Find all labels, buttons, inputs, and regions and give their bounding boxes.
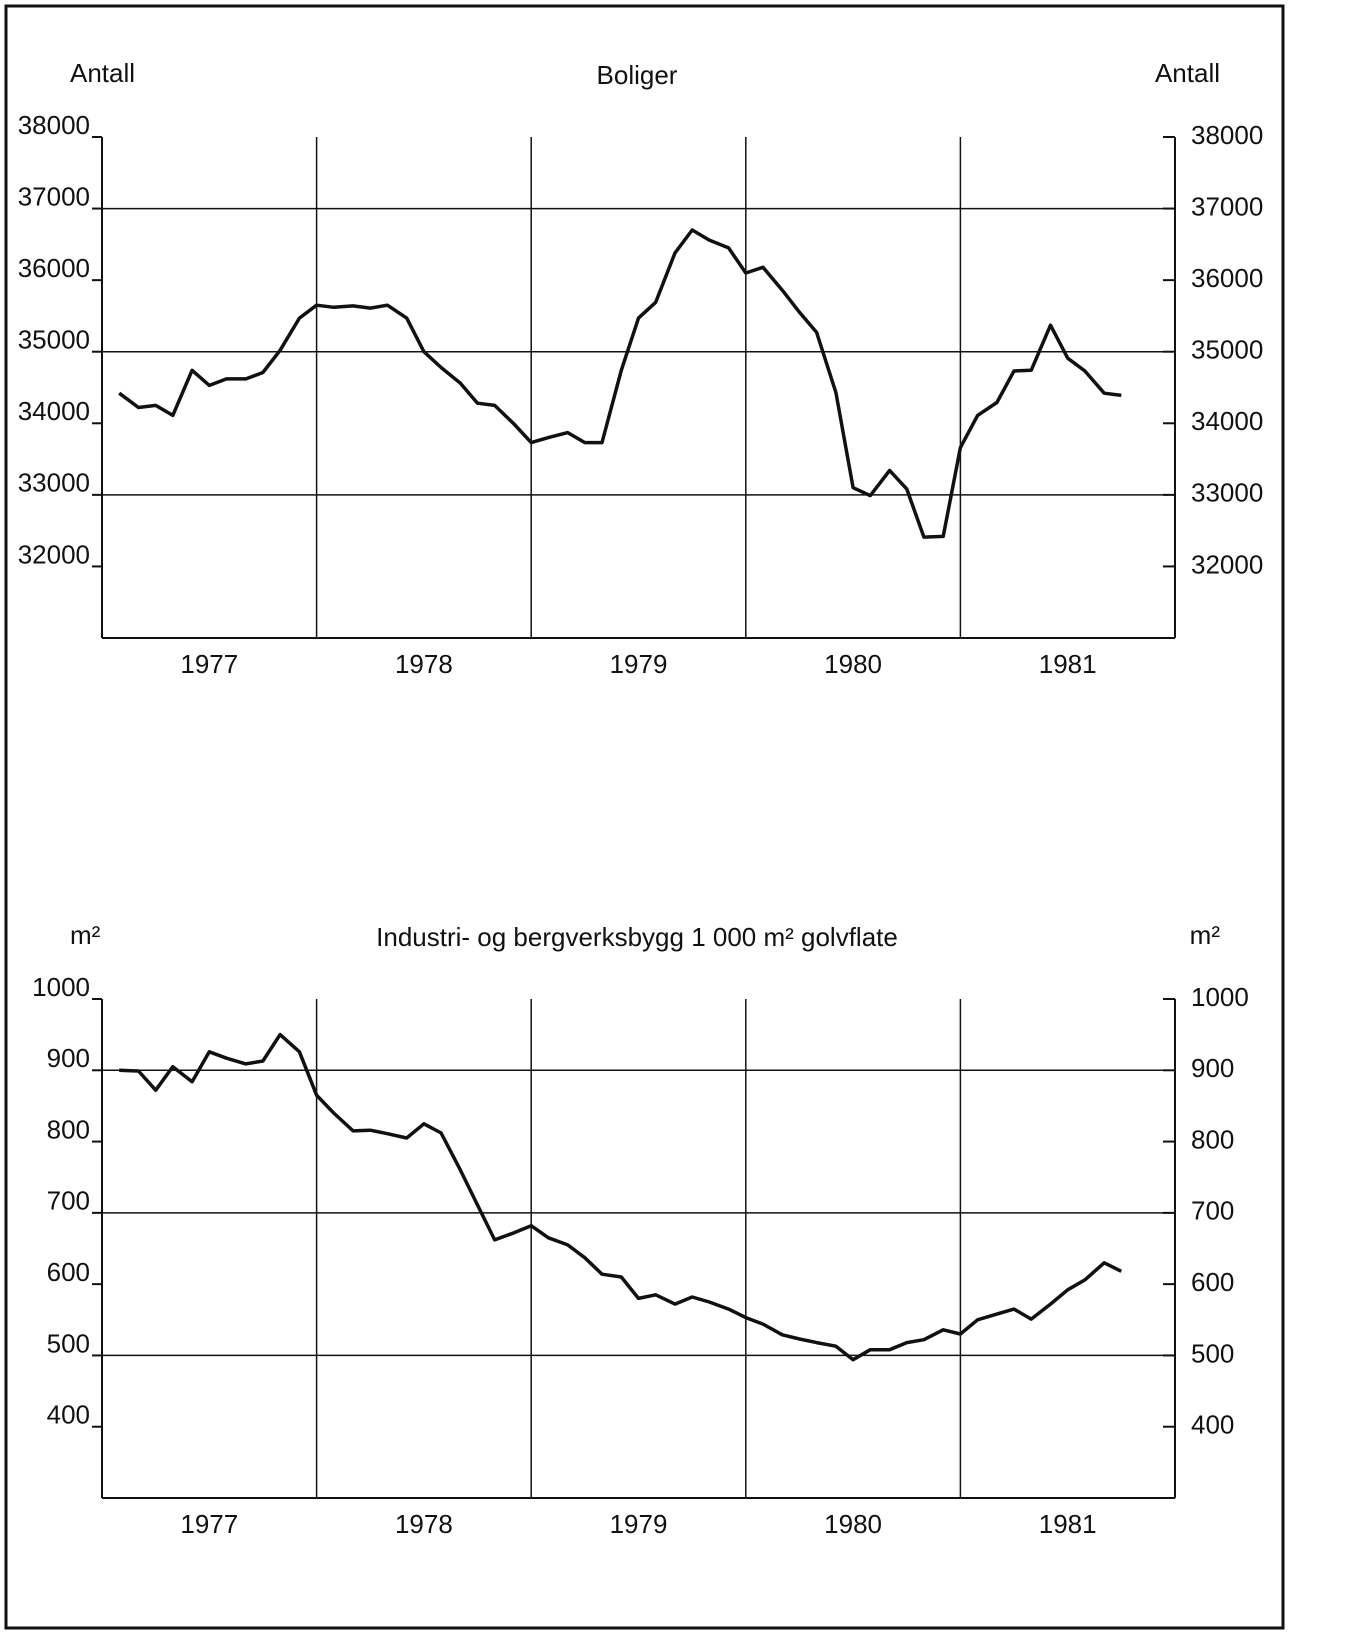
y2-tick-label: 36000 bbox=[1191, 263, 1263, 293]
y-tick-label: 900 bbox=[47, 1043, 90, 1073]
x-tick-label: 1979 bbox=[610, 1509, 668, 1539]
y-axis-label: m² bbox=[70, 920, 101, 950]
y2-tick-label: 33000 bbox=[1191, 478, 1263, 508]
y2-tick-label: 34000 bbox=[1191, 406, 1263, 436]
y-tick-label: 37000 bbox=[18, 181, 90, 211]
chart-title: Industri- og bergverksbygg 1 000 m² golv… bbox=[376, 922, 898, 952]
y-tick-label: 34000 bbox=[18, 396, 90, 426]
y2-tick-label: 800 bbox=[1191, 1124, 1234, 1154]
x-tick-label: 1981 bbox=[1039, 649, 1097, 679]
data-line bbox=[119, 1032, 1123, 1362]
y2-tick-label: 600 bbox=[1191, 1267, 1234, 1297]
y2-tick-label: 900 bbox=[1191, 1053, 1234, 1083]
y-tick-label: 38000 bbox=[18, 110, 90, 140]
y-tick-label: 600 bbox=[47, 1257, 90, 1287]
y2-tick-label: 32000 bbox=[1191, 549, 1263, 579]
page-border bbox=[4, 4, 1285, 1630]
y-tick-label: 33000 bbox=[18, 468, 90, 498]
y2-tick-label: 1000 bbox=[1191, 982, 1249, 1012]
y-tick-label: 1000 bbox=[32, 972, 90, 1002]
chart-title: Boliger bbox=[597, 60, 678, 90]
y2-axis-label: m² bbox=[1190, 920, 1221, 950]
x-tick-label: 1980 bbox=[824, 1509, 882, 1539]
y-tick-label: 32000 bbox=[18, 539, 90, 569]
y2-tick-label: 500 bbox=[1191, 1338, 1234, 1368]
y2-tick-label: 35000 bbox=[1191, 335, 1263, 365]
y-tick-label: 36000 bbox=[18, 253, 90, 283]
y2-tick-label: 400 bbox=[1191, 1410, 1234, 1440]
x-tick-label: 1977 bbox=[180, 1509, 238, 1539]
y2-tick-label: 700 bbox=[1191, 1196, 1234, 1226]
y-tick-label: 700 bbox=[47, 1186, 90, 1216]
y2-tick-label: 37000 bbox=[1191, 191, 1263, 221]
x-tick-label: 1980 bbox=[824, 649, 882, 679]
x-tick-label: 1981 bbox=[1039, 1509, 1097, 1539]
y-tick-label: 500 bbox=[47, 1328, 90, 1358]
x-tick-label: 1977 bbox=[180, 649, 238, 679]
y-tick-label: 400 bbox=[47, 1400, 90, 1430]
x-tick-label: 1979 bbox=[610, 649, 668, 679]
x-tick-label: 1978 bbox=[395, 649, 453, 679]
y-axis-label: Antall bbox=[70, 58, 135, 88]
data-line bbox=[118, 228, 1122, 539]
y-tick-label: 35000 bbox=[18, 325, 90, 355]
y2-axis-label: Antall bbox=[1155, 58, 1220, 88]
x-tick-label: 1978 bbox=[395, 1509, 453, 1539]
y-tick-label: 800 bbox=[47, 1114, 90, 1144]
y2-tick-label: 38000 bbox=[1191, 120, 1263, 150]
